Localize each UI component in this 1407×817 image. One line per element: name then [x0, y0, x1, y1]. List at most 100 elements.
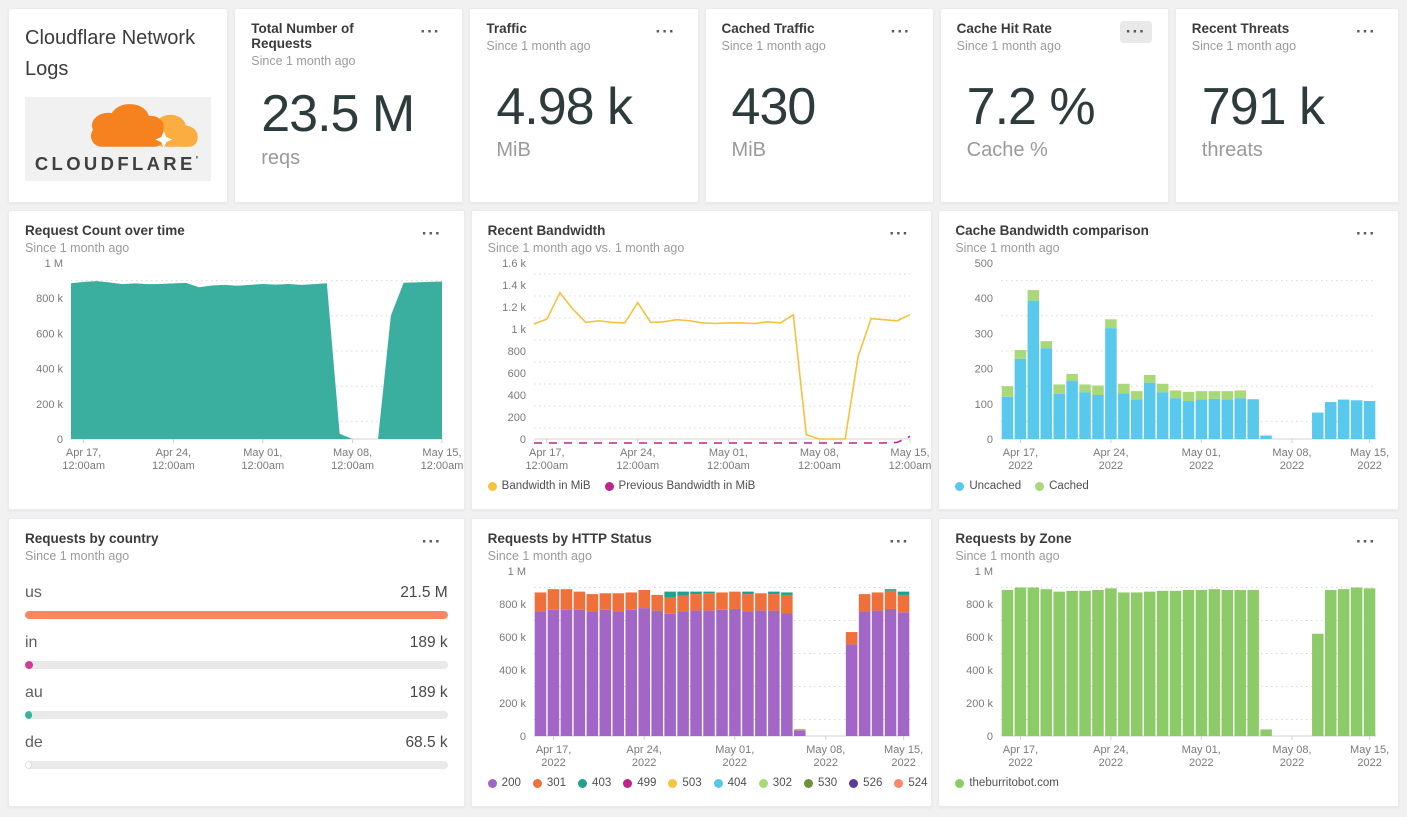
legend-item[interactable]: 524 — [894, 777, 928, 789]
cloud-orange-icon — [90, 104, 165, 147]
legend-item[interactable]: 526 — [849, 777, 882, 789]
svg-text:May 15,12:00am: May 15, 12:00am — [421, 447, 464, 472]
panel-menu-button[interactable]: ··· — [889, 532, 910, 551]
stat-unit: reqs — [261, 146, 301, 169]
stat-title: Total Number of Requests — [251, 21, 354, 51]
panel-menu-button[interactable]: ··· — [1356, 22, 1376, 41]
svg-text:May 15,2022: May 15, 2022 — [1350, 447, 1389, 472]
panel-menu-button[interactable]: ··· — [655, 22, 676, 41]
recent-bandwidth-chart[interactable]: 0 200 400 600 800 1 k 1.2 k 1.4 k 1.6 k Apr 17, 12… — [488, 255, 931, 472]
legend-item[interactable]: 404 — [713, 777, 747, 789]
legend-label: 403 — [592, 777, 612, 789]
panel-menu-button[interactable]: ··· — [1356, 224, 1376, 243]
svg-text:400 k: 400 k — [499, 665, 526, 677]
stat-panel-cache-hit-rate: Cache Hit Rate Since 1 month ago ··· 7.2… — [939, 8, 1169, 203]
country-label: au — [25, 684, 43, 701]
http-status-chart[interactable]: 0 200 k 400 k 600 k 800 k 1 M Apr 17, 2022 Apr 2… — [488, 563, 923, 769]
legend-label: 200 — [501, 777, 521, 789]
legend-item[interactable]: 403 — [578, 777, 611, 789]
svg-text:200 k: 200 k — [499, 698, 526, 710]
country-bar-track — [25, 761, 448, 769]
svg-text:May 08,2022: May 08, 2022 — [806, 744, 845, 769]
svg-text:May 01,2022: May 01, 2022 — [1182, 447, 1221, 472]
svg-text:200 k: 200 k — [966, 698, 993, 710]
panel-menu-button[interactable]: ··· — [1356, 532, 1376, 551]
panel-title: Requests by HTTP Status — [487, 531, 652, 546]
zone-chart[interactable]: 0 200 k 400 k 600 k 800 k 1 M Apr 17, 2022 Apr 2… — [955, 563, 1389, 769]
svg-text:400: 400 — [975, 293, 993, 305]
legend-item[interactable]: Cached — [1035, 480, 1089, 492]
svg-text:May 01,2022: May 01, 2022 — [715, 744, 754, 769]
panel-menu-button[interactable]: ··· — [421, 532, 442, 551]
stat-panel-recent-threats: Recent Threats Since 1 month ago ··· 791… — [1174, 8, 1399, 203]
stats-row: Cloudflare Network Logs — [8, 8, 1399, 203]
legend-dot-icon — [1035, 481, 1045, 491]
svg-text:Apr 17,12:00am: Apr 17, 12:00am — [525, 447, 568, 472]
svg-text:Apr 17,2022: Apr 17, 2022 — [1003, 447, 1038, 472]
request-count-chart[interactable]: 0 200 k 400 k 600 k 800 k 1 M Apr 17, 12:00am Ap… — [25, 255, 463, 472]
svg-text:800 k: 800 k — [499, 599, 526, 611]
legend-item[interactable]: Uncached — [955, 480, 1021, 492]
svg-text:600 k: 600 k — [36, 328, 63, 340]
panel-menu-button[interactable]: ··· — [420, 22, 441, 41]
svg-text:300: 300 — [975, 328, 993, 340]
legend-item[interactable]: Bandwidth in MiB — [487, 480, 591, 492]
stat-value: 791 k — [1201, 77, 1325, 136]
chart-svg: 0 200 400 600 800 1 k 1.2 k 1.4 k 1.6 k Apr 17, 12… — [502, 258, 931, 472]
svg-text:200: 200 — [507, 412, 525, 424]
svg-text:May 15,2022: May 15, 2022 — [884, 744, 923, 769]
legend-item[interactable]: 302 — [758, 777, 792, 789]
country-bar-track — [25, 661, 448, 669]
legend-item[interactable]: 200 — [487, 777, 521, 789]
country-bar-track — [25, 711, 448, 719]
dashboard-title: Cloudflare Network Logs — [25, 27, 196, 80]
legend-item[interactable]: 499 — [623, 777, 656, 789]
legend-item[interactable]: 530 — [803, 777, 838, 789]
svg-text:1.4 k: 1.4 k — [502, 280, 526, 292]
panel-subtitle: Since 1 month ago — [955, 241, 1060, 255]
panel-requests-by-http-status: Requests by HTTP Status Since 1 month ag… — [470, 518, 933, 807]
legend-dot-icon — [668, 778, 678, 788]
stat-unit: threats — [1201, 139, 1263, 162]
stat-title: Cache Hit Rate — [956, 21, 1052, 36]
legend-dot-icon — [849, 778, 859, 788]
legend-label: 530 — [817, 777, 838, 789]
svg-text:May 15,2022: May 15, 2022 — [1350, 744, 1389, 769]
cache-bandwidth-chart[interactable]: 0 100 200 300 400 500 Apr 17, 2022 Apr 24, 2022 Ma… — [955, 255, 1390, 472]
country-row: in 189 k — [25, 634, 448, 669]
svg-text:200 k: 200 k — [36, 399, 63, 411]
svg-text:0: 0 — [987, 731, 993, 743]
chart-svg: 0 200 k 400 k 600 k 800 k 1 M Apr 17, 12:00am Ap… — [36, 258, 463, 472]
svg-text:1 M: 1 M — [507, 566, 525, 578]
panel-menu-button[interactable]: ··· — [1119, 21, 1152, 43]
stat-subtitle: Since 1 month ago — [956, 39, 1061, 53]
panel-menu-button[interactable]: ··· — [421, 224, 442, 243]
svg-text:400: 400 — [507, 390, 525, 402]
svg-text:May 08,2022: May 08, 2022 — [1273, 744, 1312, 769]
legend-dot-icon — [955, 778, 965, 788]
legend-item[interactable]: 301 — [532, 777, 566, 789]
stat-title: Recent Threats — [1191, 21, 1290, 36]
panel-menu-button[interactable]: ··· — [889, 224, 910, 243]
panel-title: Requests by Zone — [955, 531, 1072, 546]
chart-svg: 0 100 200 300 400 500 Apr 17, 2022 Apr 24, 2022 Ma… — [975, 258, 1390, 472]
chart-legend-empty — [25, 475, 448, 497]
legend-label: 526 — [863, 777, 883, 789]
legend-label: 503 — [682, 777, 702, 789]
legend-item[interactable]: 503 — [668, 777, 702, 789]
country-value: 68.5 k — [405, 734, 448, 751]
svg-text:0: 0 — [520, 434, 526, 446]
country-bar-fill — [25, 711, 32, 719]
legend-dot-icon — [955, 481, 965, 491]
legend-label: 302 — [772, 777, 792, 789]
legend-dot-icon — [487, 481, 497, 491]
stat-panel-total-requests: Total Number of Requests Since 1 month a… — [234, 8, 464, 203]
panel-menu-button[interactable]: ··· — [890, 22, 911, 41]
panel-title: Request Count over time — [25, 223, 185, 238]
country-label: us — [25, 584, 42, 601]
legend-item[interactable]: Previous Bandwidth in MiB — [604, 480, 755, 492]
legend-item[interactable]: theburritobot.com — [955, 777, 1059, 789]
panel-subtitle: Since 1 month ago — [25, 241, 130, 255]
legend-label: 524 — [908, 777, 928, 789]
